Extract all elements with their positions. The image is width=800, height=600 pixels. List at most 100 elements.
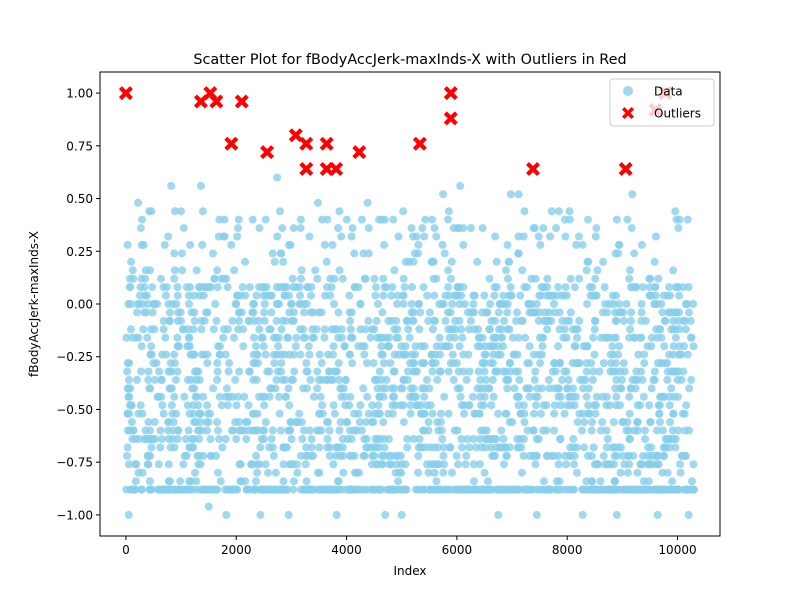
data-point [681, 316, 690, 325]
data-point [374, 300, 382, 308]
data-point [633, 375, 642, 384]
data-point [222, 274, 231, 283]
data-point [237, 308, 246, 317]
data-point [205, 283, 214, 292]
data-point [190, 308, 199, 317]
data-point [588, 375, 597, 384]
data-point [637, 308, 646, 317]
data-point [505, 257, 513, 266]
data-point [680, 426, 689, 435]
data-point [431, 359, 440, 368]
data-point [641, 316, 650, 325]
data-point [516, 409, 525, 418]
data-point [446, 485, 455, 494]
data-point [239, 342, 248, 351]
data-point [232, 401, 241, 410]
legend-label-data: Data [654, 85, 683, 99]
data-point [644, 443, 653, 452]
data-point [542, 401, 551, 410]
x-tick-label: 6000 [442, 543, 473, 557]
data-point [144, 418, 153, 427]
data-point [685, 384, 694, 393]
data-point [681, 325, 690, 334]
data-point [674, 367, 683, 376]
data-point [256, 510, 265, 519]
data-point [144, 300, 152, 308]
data-point [448, 350, 457, 359]
data-point [168, 426, 177, 435]
data-point [570, 283, 579, 292]
data-point [215, 392, 224, 401]
data-point [609, 418, 618, 427]
data-point [148, 308, 157, 317]
data-point [417, 401, 426, 410]
data-point [514, 401, 523, 410]
data-point [529, 426, 538, 435]
outlier-point [299, 136, 314, 151]
data-point [281, 392, 290, 401]
y-tick-label: 0.25 [66, 245, 93, 259]
data-point [659, 443, 668, 452]
data-point [260, 300, 269, 308]
outlier-point [299, 162, 314, 176]
data-point [552, 224, 561, 233]
data-point [554, 392, 563, 401]
data-point [207, 451, 216, 460]
data-point [424, 316, 433, 325]
data-point [145, 207, 154, 216]
data-point [167, 401, 176, 410]
data-point [626, 384, 635, 393]
data-point [688, 477, 696, 486]
data-point [414, 300, 423, 308]
data-point [375, 367, 384, 376]
data-point [409, 316, 418, 325]
data-point [289, 224, 298, 233]
data-point [675, 291, 683, 300]
data-point [129, 426, 138, 435]
data-point [654, 274, 663, 283]
data-point [440, 392, 449, 401]
data-point [245, 283, 254, 292]
data-point [485, 325, 494, 334]
legend-marker-outliers [622, 107, 634, 119]
data-point [514, 190, 523, 199]
data-point [658, 426, 667, 435]
data-point [543, 274, 552, 283]
data-point [310, 392, 318, 401]
data-point [584, 257, 593, 266]
data-point [295, 283, 304, 292]
data-point [315, 350, 324, 359]
data-point [323, 215, 332, 224]
data-point [199, 392, 208, 401]
data-point [488, 359, 497, 368]
data-point [360, 485, 369, 494]
data-point [292, 333, 301, 342]
data-point [503, 240, 512, 249]
data-point [505, 325, 514, 334]
data-point [304, 342, 313, 351]
data-point [487, 443, 495, 452]
data-point [236, 477, 245, 486]
data-point [350, 249, 359, 258]
data-point [317, 426, 326, 435]
data-point [536, 240, 545, 249]
data-point [195, 291, 204, 300]
x-tick-label: 4000 [331, 543, 362, 557]
data-point [164, 435, 173, 443]
data-point [228, 392, 237, 401]
data-point [414, 468, 423, 477]
data-point [128, 333, 137, 342]
data-point [689, 342, 698, 351]
x-axis-ticks: 0 2000 4000 6000 8000 10000 [122, 536, 697, 557]
data-point [335, 375, 344, 384]
data-point [650, 257, 659, 266]
data-point [179, 224, 188, 233]
data-point [375, 485, 384, 494]
data-point [439, 443, 448, 452]
data-point [360, 350, 369, 359]
data-point [397, 384, 406, 393]
data-point [461, 460, 470, 469]
data-point [534, 435, 543, 443]
data-point [284, 510, 293, 519]
data-point [565, 485, 574, 494]
